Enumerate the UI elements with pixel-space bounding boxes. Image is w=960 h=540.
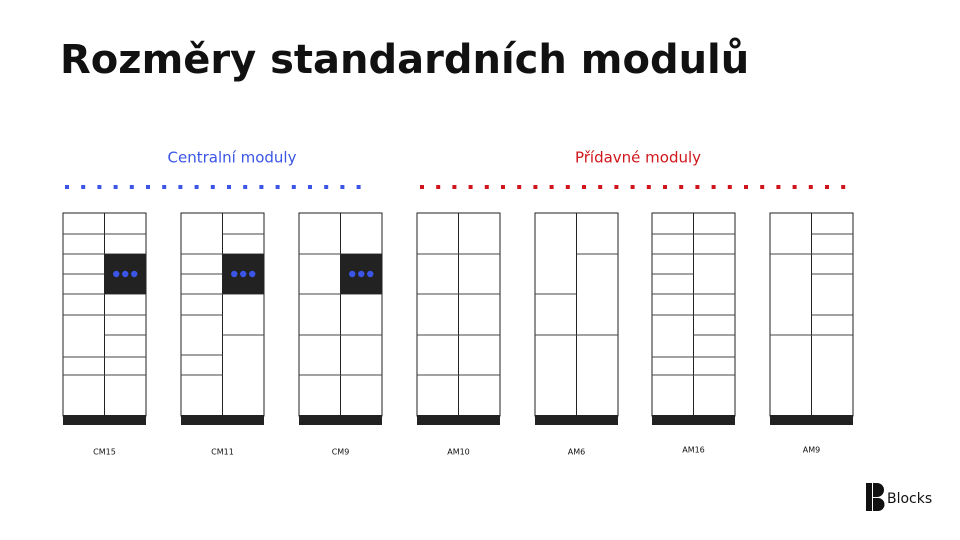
indicator-dot xyxy=(240,270,247,278)
logo: Blocks xyxy=(866,483,932,511)
indicator-dot xyxy=(131,270,138,278)
indicator-dot xyxy=(122,270,129,278)
title: Rozměry standardních modulů xyxy=(60,36,749,83)
indicator-dot xyxy=(249,270,256,278)
indicator-dot xyxy=(349,270,356,278)
module-label: CM9 xyxy=(332,448,350,457)
base xyxy=(299,415,382,425)
module-label: AM6 xyxy=(568,448,585,457)
modules: CM15 CM11 CM9 AM10 AM6 AM16 AM9 xyxy=(62,212,854,457)
base xyxy=(181,415,264,425)
logo-text: Blocks xyxy=(887,491,932,507)
module-label: AM16 xyxy=(682,446,705,455)
indicator-dot xyxy=(113,270,120,278)
group-label: Centralní moduly xyxy=(168,149,297,167)
group-label: Přídavné moduly xyxy=(575,149,701,167)
base xyxy=(652,415,735,425)
module-label: AM9 xyxy=(803,446,820,455)
base xyxy=(770,415,853,425)
module-label: CM15 xyxy=(93,448,116,457)
base xyxy=(63,415,146,425)
indicator-dot xyxy=(367,270,374,278)
logo-icon xyxy=(866,483,872,511)
indicator-dot xyxy=(358,270,365,278)
logo-icon xyxy=(873,483,885,511)
base xyxy=(417,415,500,425)
module-label: CM11 xyxy=(211,448,234,457)
indicator-dot xyxy=(231,270,238,278)
module-label: AM10 xyxy=(447,448,470,457)
base xyxy=(535,415,618,425)
